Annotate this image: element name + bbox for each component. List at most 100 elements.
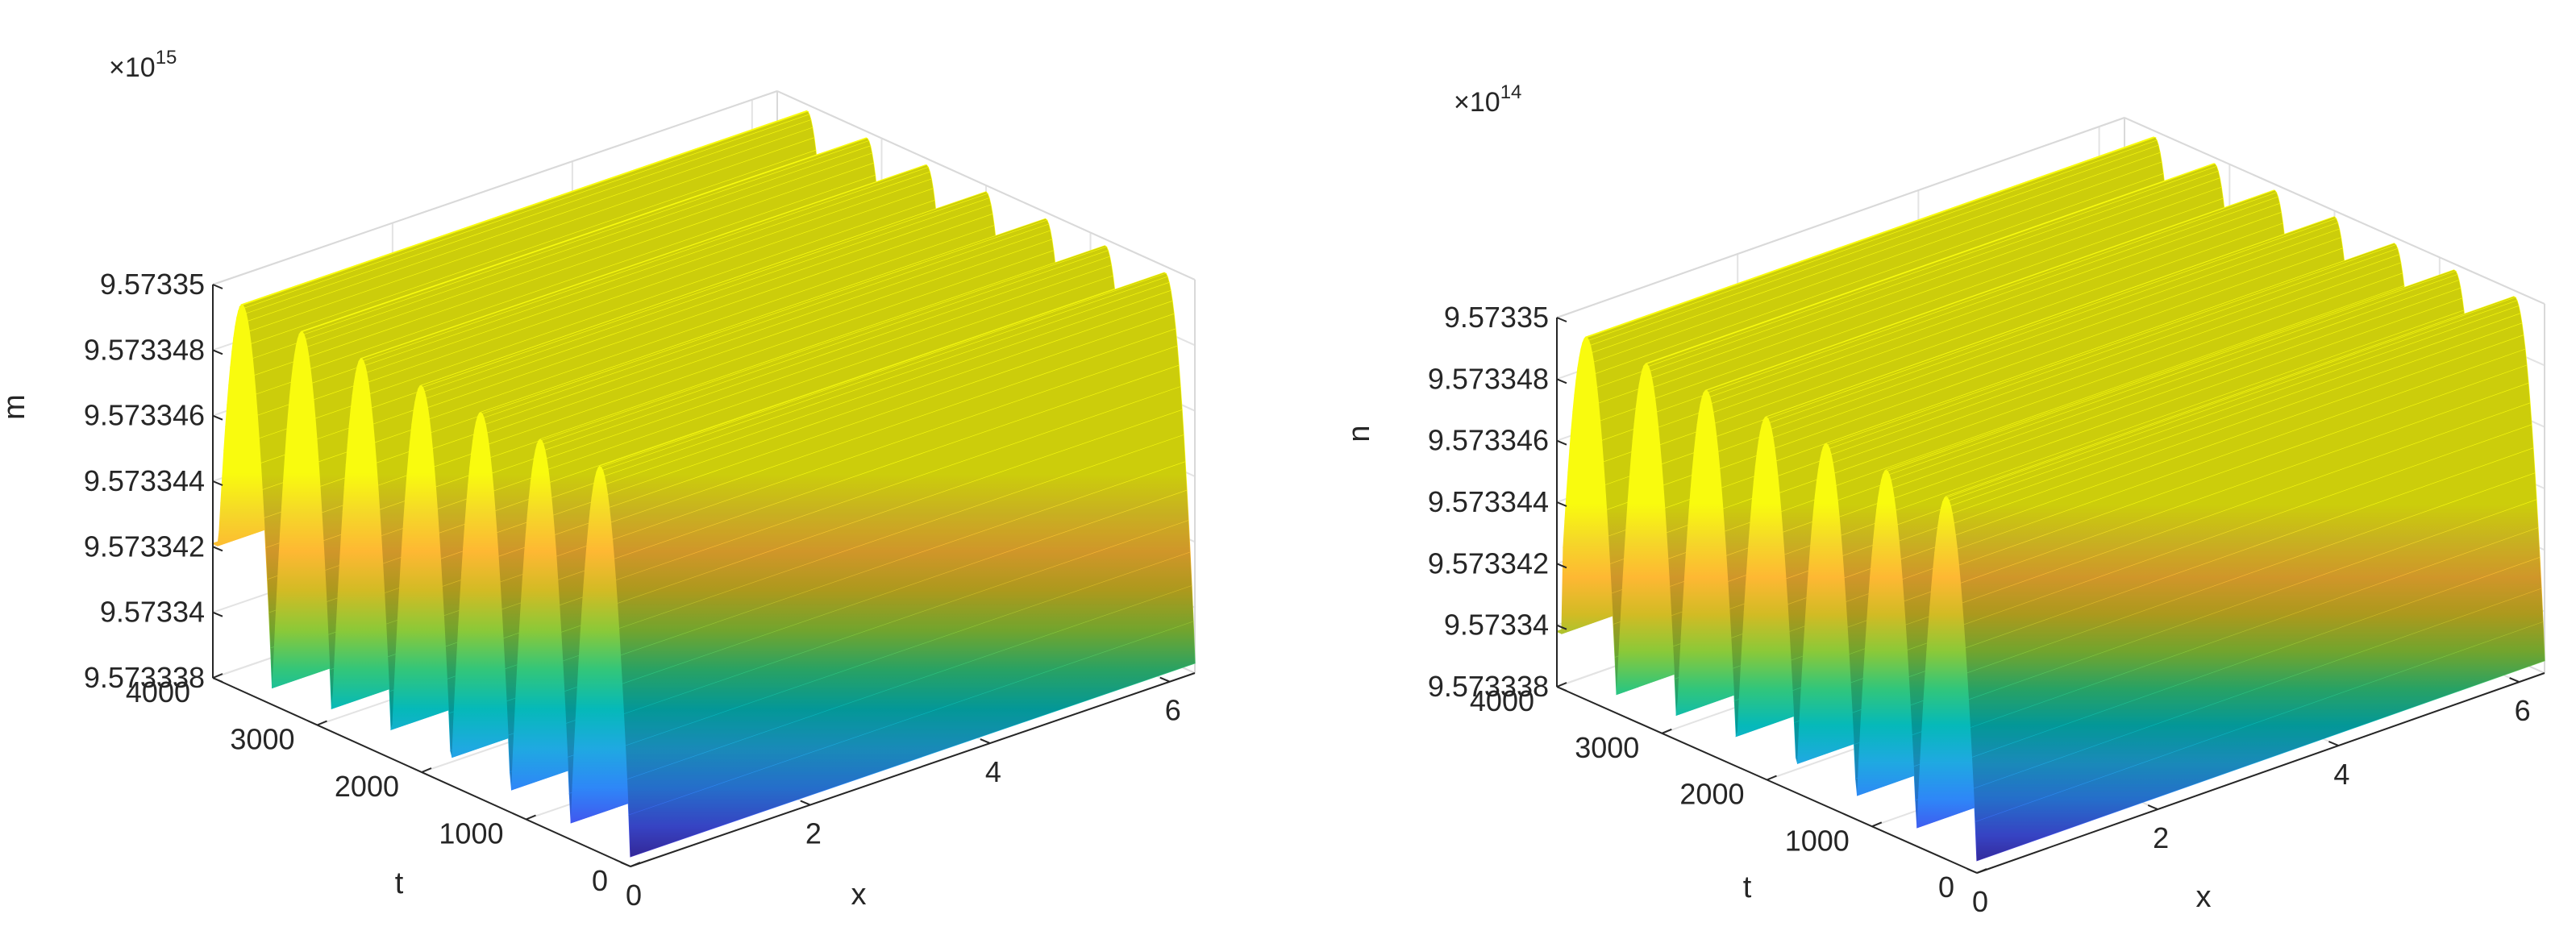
surface-strip-shade [485,231,1052,434]
surface-strip-shade [603,276,1170,476]
t-tick-label: 4000 [126,675,190,709]
z-axis-label: m [0,394,31,420]
surface-strip-shade [309,163,876,369]
surface-strip-shade [246,119,813,322]
surface-strip-shade [1975,621,2545,861]
surface-strip-shade [248,127,814,332]
surface-strip-shade [1964,425,2533,649]
surface-strip-shade [244,114,811,314]
surface-strip-shade [1826,243,2396,445]
surface-strip-shade [1831,255,2401,463]
surface-strip-shade [1967,473,2536,700]
surface-strip-shade [1591,145,2161,353]
surface-strip-shade [481,218,1047,414]
z-tick-label: 9.573348 [1428,362,1549,395]
surface-strip-shade [1946,297,2516,498]
surface-strip-shade [1767,217,2337,419]
surface-strip-shade [428,214,994,419]
t-tick-label: 0 [1938,871,1954,904]
surface-strip-shade [425,197,991,399]
surface-strip-shade [619,434,1185,656]
t-axis-label: t [1743,871,1752,904]
x-tick-label: 2 [805,817,822,850]
z-tick-label: 9.573338 [1428,670,1549,703]
surface-strip-shade [1966,448,2535,674]
surface-strip-shade [629,621,1195,857]
t-tick-label: 3000 [230,723,294,756]
surface-strip-shade [1828,244,2398,449]
surface-strip-shade [545,256,1112,459]
surface-strip-shade [489,251,1055,458]
z-tick-label: 9.57334 [100,596,205,629]
z-tick-label: 9.573346 [84,399,205,432]
x-tick-label: 4 [985,755,1001,788]
surface-strip-shade [610,314,1176,523]
surface-strip-shade [622,490,1188,714]
surface-strip-shade [1770,222,2340,430]
surface-plot-n: 9.573338 9.57334 9.573342 9.573344 9.573346 9… [1342,81,2545,918]
surface-strip-shade [626,552,1192,779]
surface-strip-shade [487,239,1054,445]
x-tick-label: 4 [2333,758,2349,791]
surface-strip-shade [1954,323,2524,535]
surface-strip-shade [1712,203,2282,413]
z-tick-label: 9.57335 [1444,301,1549,334]
surface-strip-shade [618,409,1184,629]
surface-strip-shade [1886,270,2456,472]
z-exponent: ×1015 [109,47,177,83]
x-axis-label: x [851,878,867,912]
z-tick-label: 9.573338 [84,661,205,694]
t-tick-label: 3000 [1575,731,1639,764]
z-tick-label: 9.57335 [100,268,205,301]
z-tick-label: 9.573344 [84,464,205,497]
x-tick-label: 0 [626,879,642,912]
surface-strip-shade [627,585,1193,816]
surface-strip-shade [1834,273,2404,486]
surface-strip-shade [1969,500,2538,728]
surface-strip-shade [1594,162,2164,374]
z-tick-label: 9.57334 [1444,609,1549,642]
surface-strip-shade [364,167,930,366]
z-tick-label: 9.573348 [84,333,205,366]
surface-strip-shade [613,346,1180,559]
surface-strip-shade [1649,166,2219,372]
surface-strip-shade [1652,178,2222,388]
surface-strip-shade [548,276,1115,483]
t-tick-label: 2000 [1679,778,1744,811]
surface-strip-shade [423,193,989,392]
surface-strip [628,621,1196,858]
z-exponent: ×1014 [1454,81,1521,118]
surface-strip-shade [365,172,932,373]
z-tick-label: 9.573342 [84,530,205,563]
surface-strip-shade [427,205,993,408]
surface-strip-shade [543,251,1110,451]
surface-strip-shade [1972,557,2541,789]
surface-strip-shade [542,247,1109,444]
z-tick-label: 9.573346 [1428,424,1549,457]
surface-strip-shade [482,220,1049,418]
surface-strip-shade [1891,280,2461,488]
surface-strip-shade [624,520,1190,746]
surface-strip-shade [1654,187,2224,399]
surface-strip-shade [1955,335,2525,550]
x-tick-label: 6 [2515,694,2531,727]
surface-strip [1975,621,2545,862]
surface-strip-shade [1647,164,2217,367]
surface-strip-shade [1959,365,2528,584]
surface-strip-shade [1949,301,2519,506]
t-tick-label: 4000 [1470,684,1534,717]
surface-strip-shade [614,365,1181,580]
surface-plot-m: 9.573338 9.57334 9.573342 9.573344 9.573346 9… [0,47,1196,912]
surface [1556,136,2545,862]
surface-strip-shade [1708,193,2278,397]
surface-strip-shade [606,290,1173,495]
t-tick-label: 1000 [1785,824,1850,857]
surface-strip-shade [1775,248,2345,462]
surface-strip-shade [249,138,816,344]
t-tick-label: 1000 [439,817,503,850]
surface-strip-shade [1962,403,2532,625]
surface-strip-shade [1588,137,2158,341]
surface-strip-shade [1974,588,2543,822]
surface-strip-shade [243,111,809,309]
surface-strip-shade [1589,140,2159,346]
